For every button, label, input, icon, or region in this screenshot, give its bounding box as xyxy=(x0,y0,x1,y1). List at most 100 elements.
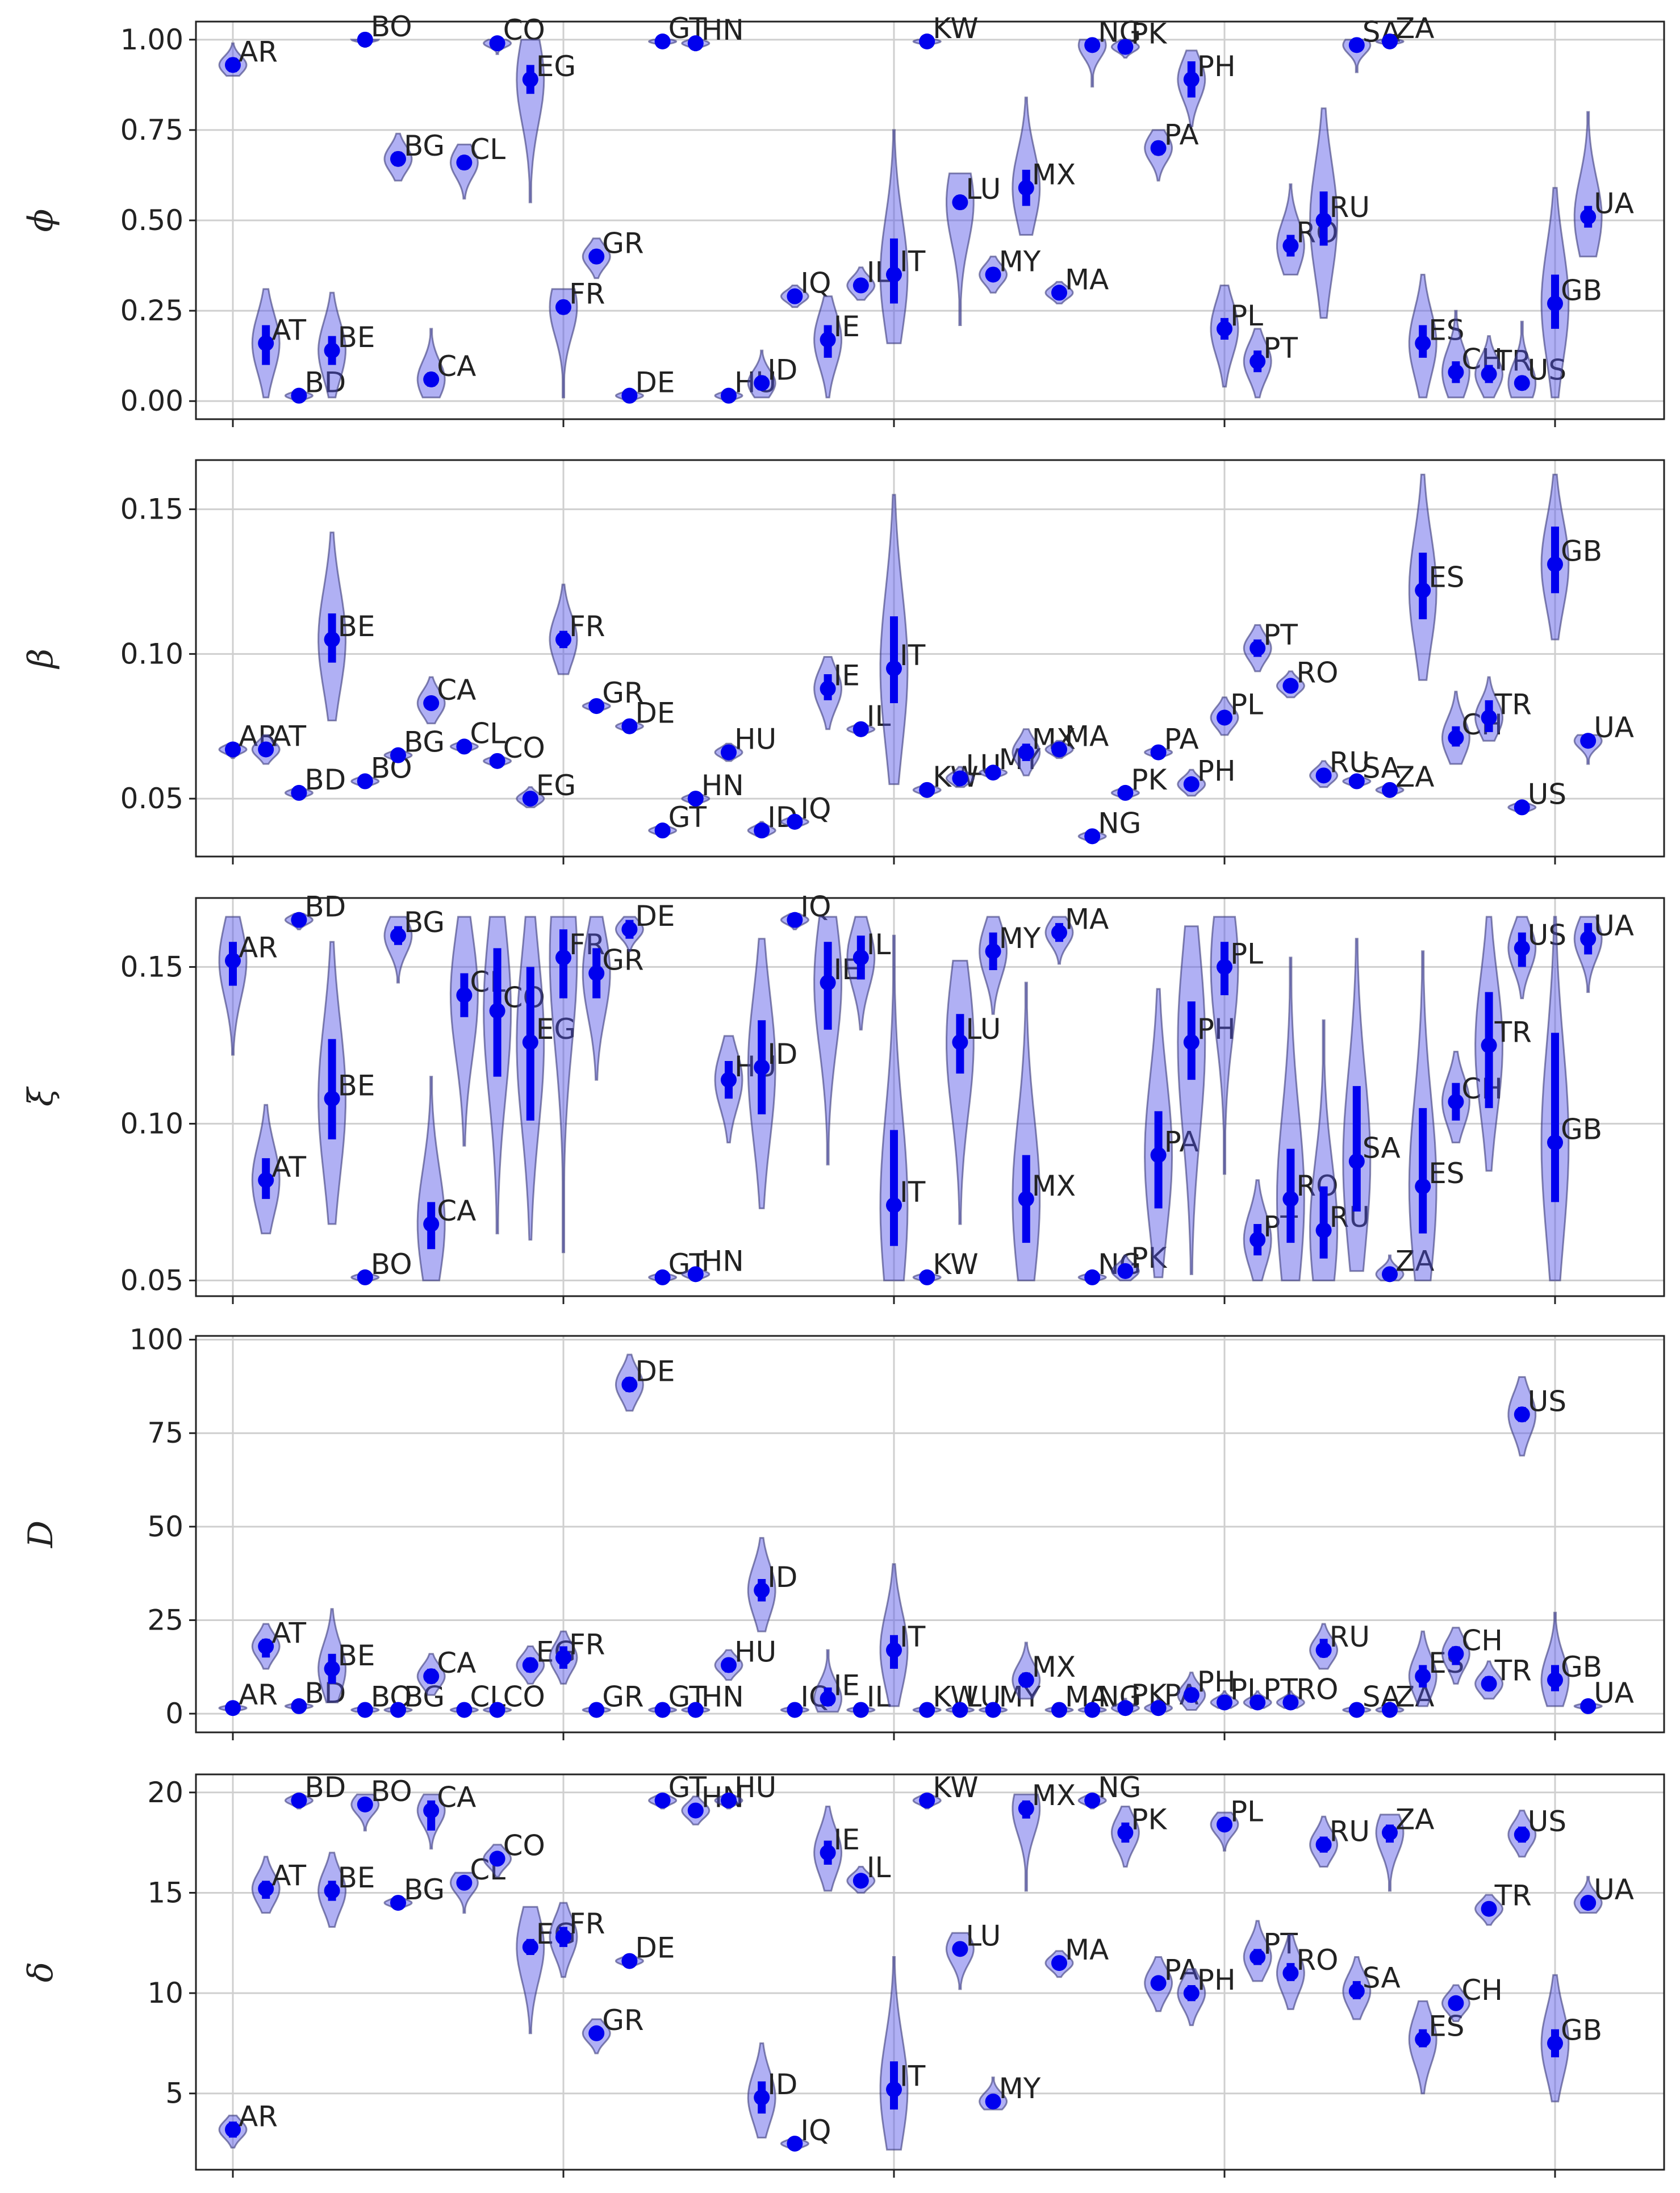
y-tick-label: 0.25 xyxy=(120,294,183,327)
point-PL xyxy=(1217,1816,1232,1833)
y-axis-label: D xyxy=(21,1521,61,1548)
point-ID xyxy=(754,822,770,839)
point-CH xyxy=(1448,730,1464,746)
point-MA xyxy=(1051,1955,1067,1971)
point-label-TR: TR xyxy=(1494,1016,1532,1049)
violin-LU xyxy=(946,172,975,326)
point-PK xyxy=(1117,784,1134,801)
point-ZA xyxy=(1382,782,1398,798)
violin-RO xyxy=(1276,183,1305,275)
point-HN xyxy=(687,791,704,807)
point-label-BD: BD xyxy=(304,763,346,796)
point-GB xyxy=(1547,2035,1563,2052)
point-label-UA: UA xyxy=(1594,187,1634,220)
point-label-HU: HU xyxy=(734,1635,776,1668)
point-BE xyxy=(324,342,340,359)
point-label-IT: IT xyxy=(900,1176,926,1209)
point-GB xyxy=(1547,1672,1563,1688)
y-tick-label: 100 xyxy=(129,1323,183,1356)
violin-CL xyxy=(449,916,479,1147)
point-label-IT: IT xyxy=(900,639,926,672)
point-label-IE: IE xyxy=(834,1823,860,1856)
point-label-IE: IE xyxy=(834,659,860,692)
violin-UA xyxy=(1573,111,1603,258)
point-UA xyxy=(1580,930,1597,947)
point-CL xyxy=(456,154,473,171)
point-GT xyxy=(654,1702,671,1718)
point-label-AR: AR xyxy=(239,931,278,964)
point-label-PL: PL xyxy=(1230,1795,1263,1828)
point-CO xyxy=(489,1702,505,1718)
violin-FR xyxy=(549,288,578,399)
point-CA xyxy=(423,371,440,387)
point-label-BD: BD xyxy=(304,891,346,924)
panel-frame xyxy=(195,20,1665,420)
point-label-ZA: ZA xyxy=(1395,761,1434,793)
point-HN xyxy=(687,1266,704,1283)
point-label-GB: GB xyxy=(1561,2014,1602,2046)
point-label-BG: BG xyxy=(404,1873,445,1906)
point-label-IQ: IQ xyxy=(800,792,831,825)
y-tick-label: 0.00 xyxy=(120,385,183,417)
point-label-BO: BO xyxy=(371,10,412,43)
point-label-FR: FR xyxy=(569,1907,605,1940)
point-MY xyxy=(985,765,1001,781)
panel-4: 0255075100DARATBDBEBOBGCACLCOEGFRGRDEGTH… xyxy=(21,1323,1665,1740)
point-BD xyxy=(291,1792,307,1808)
point-label-NG: NG xyxy=(1098,807,1141,839)
point-IL xyxy=(852,721,869,737)
y-tick-label: 50 xyxy=(147,1510,183,1543)
point-IQ xyxy=(787,288,803,304)
point-PT xyxy=(1249,353,1266,370)
point-label-NG: NG xyxy=(1098,1771,1141,1804)
point-MX xyxy=(1018,1801,1034,1817)
point-label-RU: RU xyxy=(1330,191,1370,224)
point-KW xyxy=(919,1792,935,1808)
point-RU xyxy=(1315,1836,1332,1853)
point-label-PL: PL xyxy=(1230,299,1263,332)
point-label-ES: ES xyxy=(1428,561,1464,594)
point-label-GB: GB xyxy=(1561,274,1602,307)
point-SA xyxy=(1348,1153,1365,1169)
point-label-IQ: IQ xyxy=(800,2114,831,2147)
point-label-AT: AT xyxy=(271,720,306,753)
point-FR xyxy=(555,949,571,966)
violin-MX xyxy=(1012,97,1041,236)
point-label-ID: ID xyxy=(767,1561,797,1594)
point-HU xyxy=(721,1657,737,1673)
point-label-HU: HU xyxy=(734,723,776,756)
point-label-RO: RO xyxy=(1296,1944,1338,1977)
point-label-MA: MA xyxy=(1065,1933,1109,1966)
point-label-GR: GR xyxy=(602,2004,644,2037)
point-label-FR: FR xyxy=(569,278,605,311)
point-label-BD: BD xyxy=(304,1771,346,1804)
point-label-HN: HN xyxy=(701,14,744,47)
point-GR xyxy=(588,248,605,265)
panel-frame xyxy=(195,1335,1665,1733)
point-label-SA: SA xyxy=(1363,1132,1401,1165)
point-AT xyxy=(258,741,274,758)
point-DE xyxy=(621,1376,638,1393)
point-CO xyxy=(489,1851,505,1867)
point-label-EG: EG xyxy=(536,1013,576,1046)
point-ES xyxy=(1415,582,1431,599)
point-IE xyxy=(820,1690,836,1707)
point-PK xyxy=(1117,1263,1134,1279)
y-tick-label: 1.00 xyxy=(120,23,183,56)
point-label-PT: PT xyxy=(1263,332,1298,365)
point-CL xyxy=(456,1702,473,1718)
point-label-FR: FR xyxy=(569,1628,605,1661)
point-label-AR: AR xyxy=(239,2100,278,2133)
point-MX xyxy=(1018,179,1034,196)
point-US xyxy=(1514,799,1530,816)
point-label-US: US xyxy=(1528,918,1566,951)
point-GR xyxy=(588,2025,605,2041)
point-UA xyxy=(1580,1698,1597,1714)
point-label-ZA: ZA xyxy=(1395,1803,1434,1836)
point-PA xyxy=(1150,1975,1167,1991)
point-label-CO: CO xyxy=(503,14,545,47)
point-EG xyxy=(522,791,538,807)
point-label-PH: PH xyxy=(1197,1964,1236,1996)
point-label-KW: KW xyxy=(933,1771,978,1804)
